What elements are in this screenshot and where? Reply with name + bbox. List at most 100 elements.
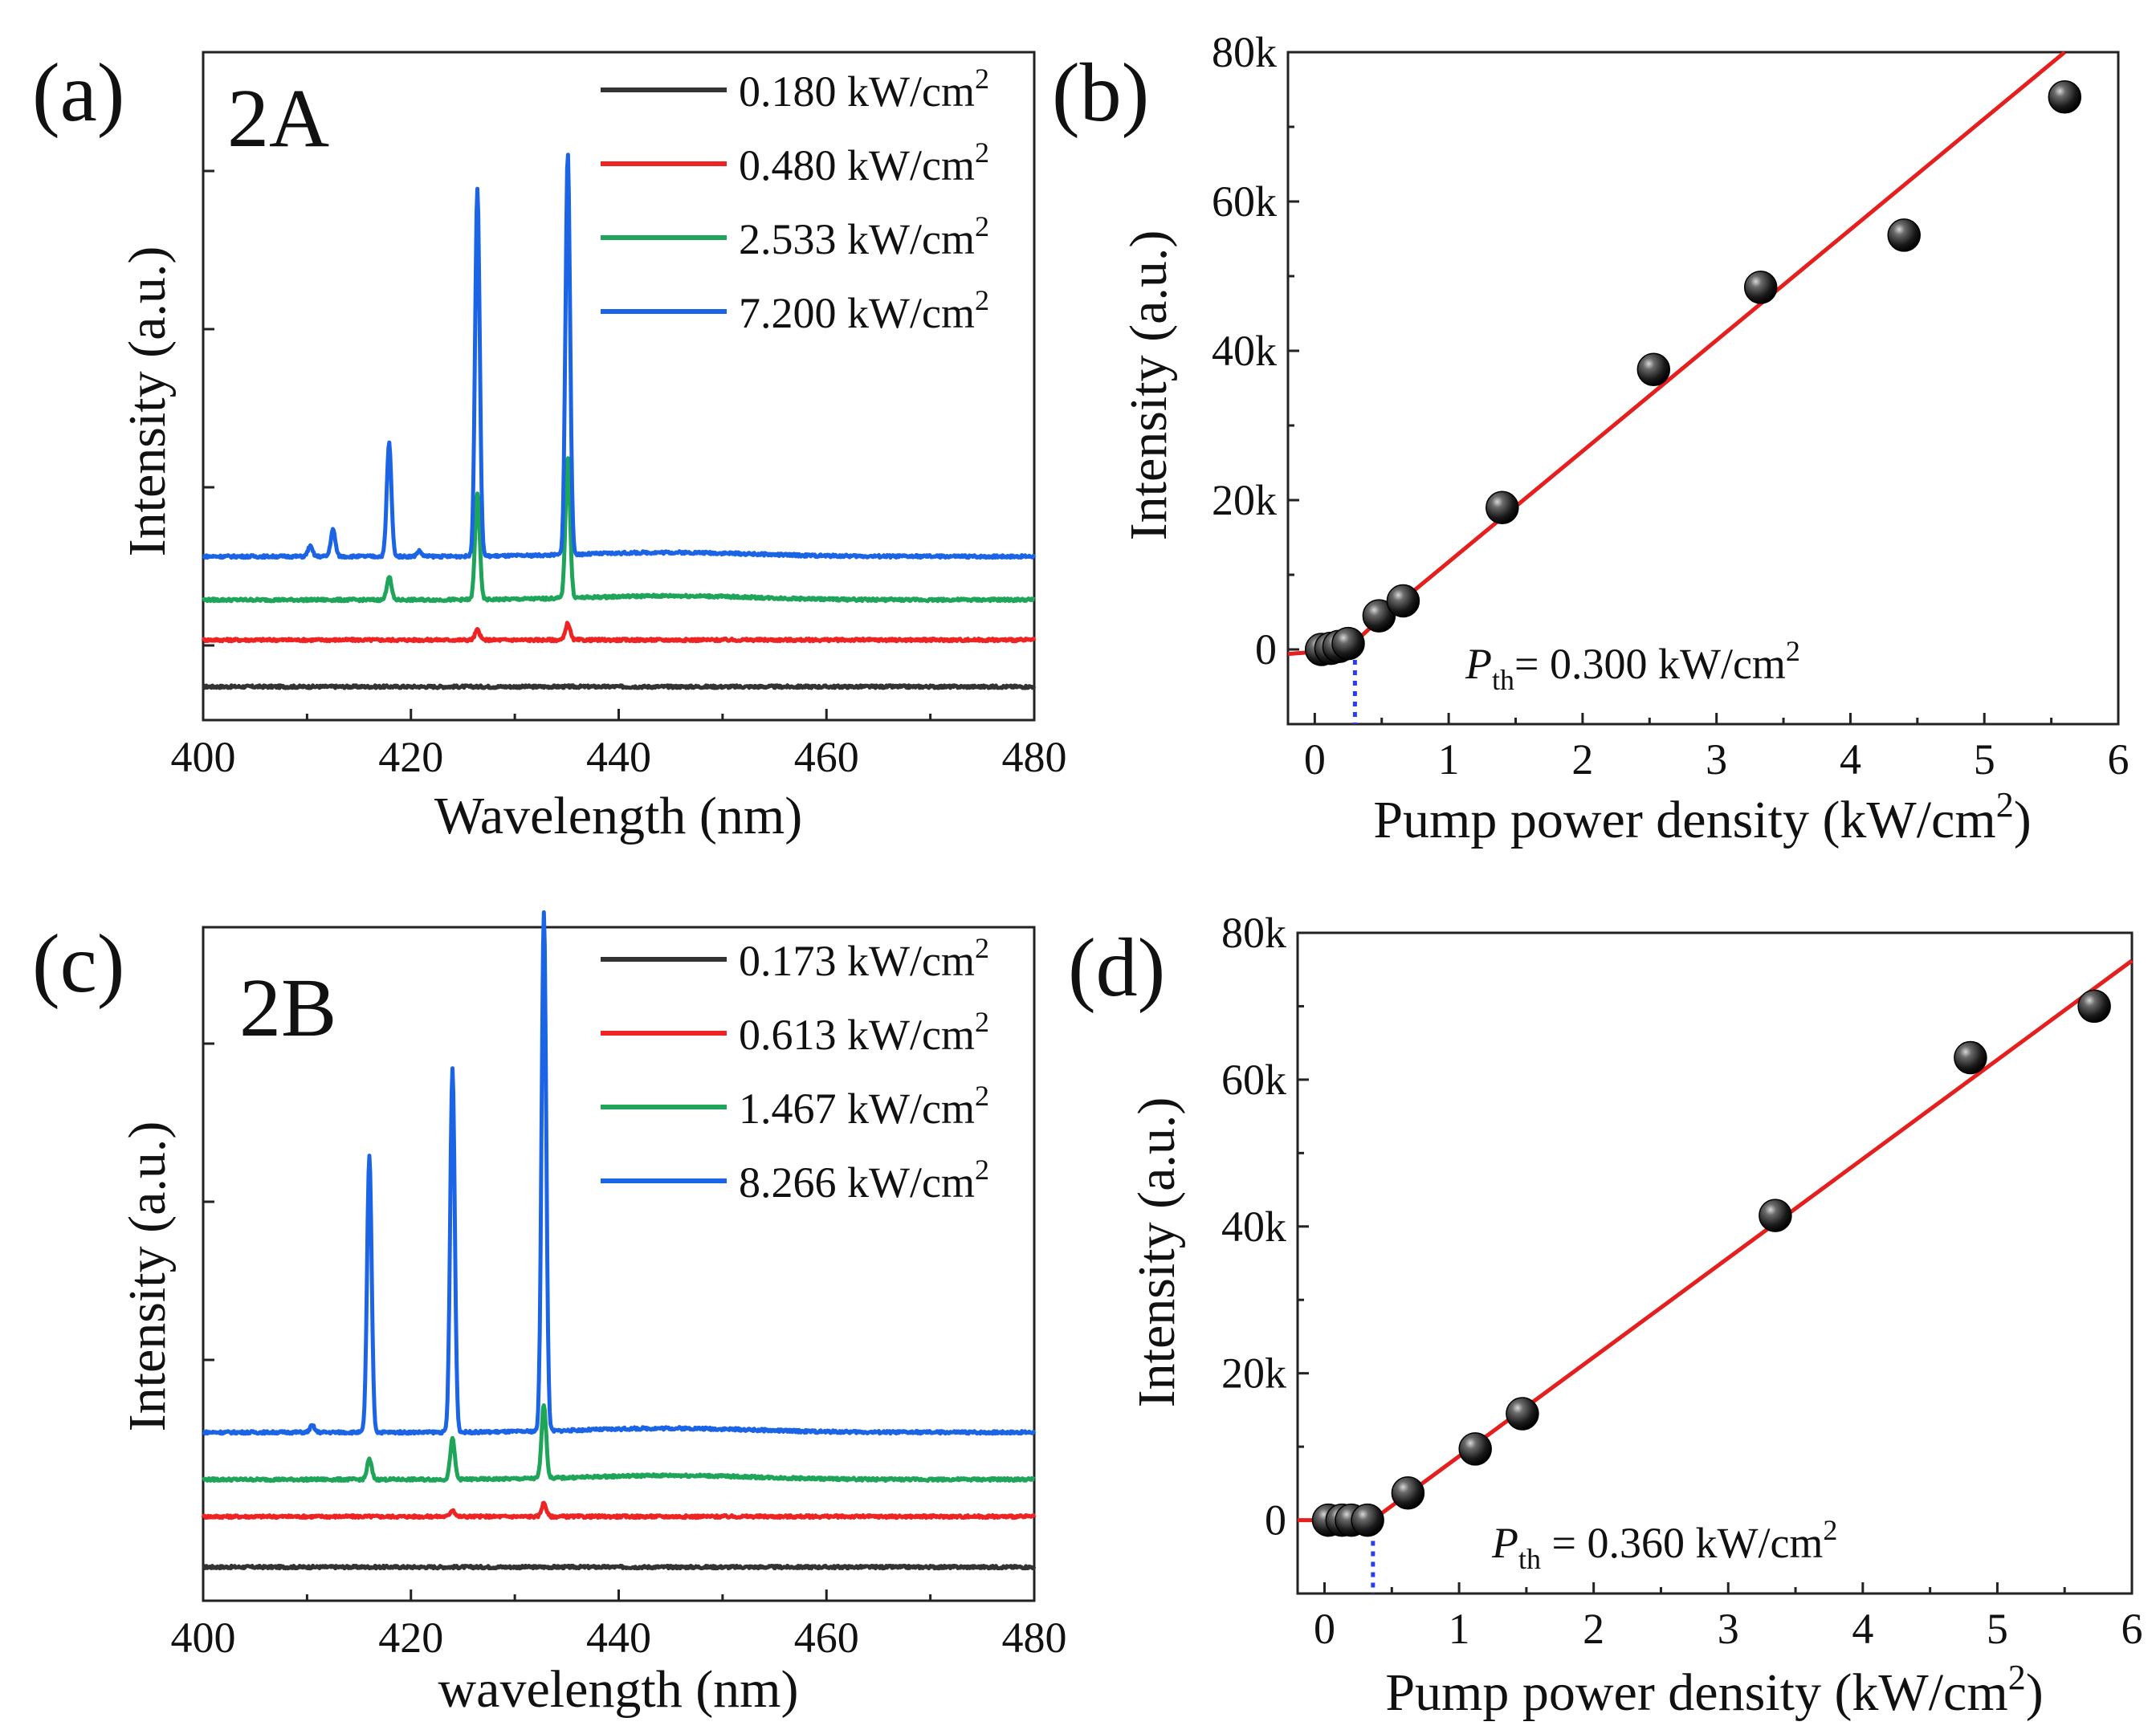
x-tick-label: 6	[2121, 1605, 2143, 1653]
y-tick-label: 20k	[1212, 476, 1277, 524]
y-tick-label: 0	[1255, 625, 1277, 674]
data-points-d	[1311, 989, 2111, 1537]
x-tick-label: 5	[1987, 1605, 2008, 1653]
x-axis-title-c: wavelength (nm)	[438, 1660, 798, 1719]
x-tick-label: 480	[1002, 1614, 1067, 1662]
data-point	[1386, 584, 1420, 618]
x-tick-label: 5	[1974, 735, 1995, 784]
threshold-label-b: Pth= 0.300 kW/cm2	[1465, 635, 1800, 696]
threshold-label-d: Pth = 0.360 kW/cm2	[1491, 1514, 1837, 1575]
spectrum-line-0480	[201, 621, 1037, 644]
legend-label: 2.533 kW/cm2	[739, 210, 989, 263]
panel-label-c: (c)	[32, 918, 124, 1010]
spectrum-line-8266	[202, 910, 1037, 1436]
data-point	[1506, 1397, 1539, 1431]
x-tick-label: 420	[378, 733, 443, 781]
panel-label-a: (a)	[32, 47, 124, 139]
x-ticks-c: 400 420 440 460 480	[171, 1590, 1067, 1662]
y-axis-title-c: Intensity (a.u.)	[118, 1121, 177, 1432]
x-tick-label: 2	[1583, 1605, 1604, 1653]
panel-c: (c) 2B 400 420 440 460 480 0.173 kW/cm2 0.613…	[32, 910, 1067, 1719]
x-axis-title-b: Pump power density (kW/cm2)	[1373, 785, 2031, 849]
data-point	[1759, 1199, 1792, 1232]
legend-label: 8.266 kW/cm2	[739, 1154, 989, 1207]
y-tick-label: 60k	[1212, 177, 1277, 226]
x-tick-label: 0	[1304, 735, 1326, 784]
y-tick-label: 80k	[1212, 28, 1277, 76]
data-point	[2077, 989, 2111, 1024]
legend-a: 0.180 kW/cm2 0.480 kW/cm2 2.533 kW/cm2 7.20…	[601, 63, 989, 337]
x-tick-label: 460	[794, 733, 859, 781]
spectrum-line-0613	[201, 1500, 1037, 1520]
legend-label: 0.180 kW/cm2	[739, 63, 989, 116]
legend-label: 1.467 kW/cm2	[739, 1080, 989, 1133]
data-point	[2048, 80, 2082, 114]
x-axis-title-d: Pump power density (kW/cm2)	[1385, 1658, 2043, 1722]
x-tick-label: 4	[1840, 735, 1861, 784]
x-tick-label: 440	[586, 1614, 651, 1662]
spectra-a	[201, 153, 1037, 690]
sample-label-2a: 2A	[227, 72, 329, 165]
spectrum-line-0180	[202, 683, 1037, 690]
data-point	[1636, 352, 1671, 387]
y-axis-title-a: Intensity (a.u.)	[118, 246, 177, 557]
data-point	[1362, 599, 1396, 633]
legend-label: 7.200 kW/cm2	[739, 284, 989, 337]
y-tick-label: 0	[1265, 1496, 1286, 1545]
x-tick-label: 4	[1852, 1605, 1873, 1653]
x-ticks-d: 0 1 2 3 4 5 6	[1314, 1582, 2143, 1653]
y-ticks-b: 0 20k 40k 60k 80k	[1212, 28, 1299, 674]
legend-label: 0.613 kW/cm2	[739, 1006, 989, 1059]
x-tick-label: 400	[171, 733, 236, 781]
panel-label-d: (d)	[1068, 922, 1165, 1014]
panel-b: (b) 0 20k 40k 60k 80k 0 1 2 3 4 5 6 Pth= 0.300 kW/…	[1052, 28, 2130, 849]
data-point	[1391, 1476, 1425, 1510]
data-point	[1331, 626, 1365, 661]
x-ticks-b: 0 1 2 3 4 5 6	[1304, 713, 2130, 784]
plot-frame-b	[1286, 51, 2120, 726]
x-tick-label: 1	[1438, 735, 1460, 784]
linear-fit-d	[1298, 959, 2134, 1523]
y-tick-label: 20k	[1221, 1349, 1286, 1398]
x-tick-label: 0	[1314, 1605, 1335, 1653]
x-tick-label: 2	[1571, 735, 1593, 784]
data-point	[1954, 1040, 1987, 1075]
legend-label: 0.173 kW/cm2	[739, 932, 989, 985]
x-tick-label: 440	[586, 733, 651, 781]
y-tick-label: 80k	[1221, 909, 1286, 957]
y-ticks-a	[203, 169, 214, 647]
legend-c: 0.173 kW/cm2 0.613 kW/cm2 1.467 kW/cm2 8.26…	[601, 932, 989, 1207]
y-ticks-c	[203, 1042, 214, 1520]
x-axis-title-a: Wavelength (nm)	[434, 787, 802, 845]
x-tick-label: 460	[794, 1614, 859, 1662]
data-point	[1887, 218, 1921, 252]
x-tick-label: 3	[1718, 1605, 1739, 1653]
y-axis-title-b: Intensity (a.u.)	[1119, 230, 1178, 541]
plot-frame-d	[1296, 931, 2134, 1595]
data-point	[1458, 1432, 1492, 1466]
spectrum-line-7200	[202, 153, 1037, 560]
x-tick-label: 3	[1706, 735, 1727, 784]
spectrum-line-2533	[202, 456, 1036, 604]
spectra-c	[201, 910, 1037, 1571]
y-tick-label: 40k	[1212, 327, 1277, 375]
data-point	[1743, 271, 1778, 304]
x-tick-label: 1	[1449, 1605, 1470, 1653]
y-tick-label: 40k	[1221, 1203, 1286, 1251]
panel-label-b: (b)	[1052, 47, 1149, 139]
x-tick-label: 6	[2108, 735, 2130, 784]
y-tick-label: 60k	[1221, 1056, 1286, 1104]
x-tick-label: 400	[171, 1614, 236, 1662]
sample-label-2b: 2B	[239, 962, 336, 1054]
data-point	[1486, 490, 1519, 525]
linear-fit-b	[1287, 51, 2066, 657]
x-tick-label: 420	[378, 1614, 443, 1662]
panel-d: (d) 0 20k 40k 60k 80k 0 1 2 3 4 5 6 Pth = 0.360 kW…	[1068, 909, 2143, 1722]
panel-a: (a) 2A 400 420 440 460 480 0.180 kW/cm2 0.480…	[32, 47, 1067, 845]
spectrum-line-0173	[202, 1563, 1037, 1571]
y-ticks-d: 0 20k 40k 60k 80k	[1221, 909, 1309, 1545]
spectrum-line-1467	[202, 1403, 1036, 1484]
legend-label: 0.480 kW/cm2	[739, 136, 989, 189]
data-point	[1351, 1503, 1384, 1537]
